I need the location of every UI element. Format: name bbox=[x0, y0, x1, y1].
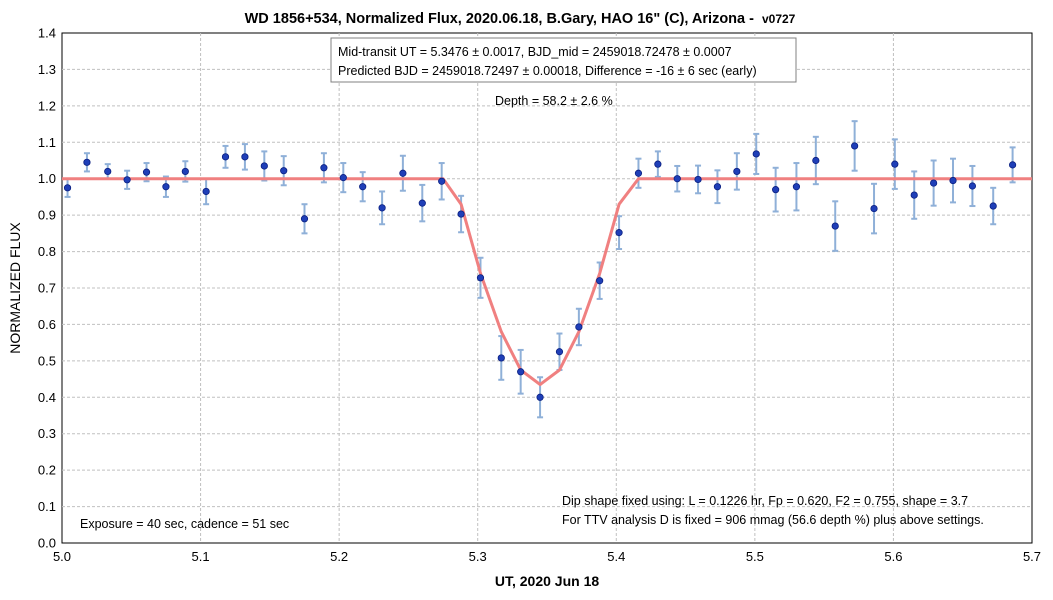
y-tick-label: 0.8 bbox=[38, 244, 56, 259]
data-point bbox=[123, 176, 131, 184]
y-tick-label: 1.3 bbox=[38, 62, 56, 77]
data-point bbox=[752, 150, 760, 158]
y-tick-label: 0.9 bbox=[38, 208, 56, 223]
data-point bbox=[870, 204, 878, 213]
data-point bbox=[673, 175, 681, 183]
data-point bbox=[930, 179, 938, 187]
timing-box bbox=[330, 37, 797, 83]
chart-title-version: v0727 bbox=[762, 12, 796, 26]
y-tick-label: 1.4 bbox=[38, 26, 56, 41]
y-tick-label: 1.0 bbox=[38, 171, 56, 186]
data-point bbox=[891, 160, 899, 168]
data-point bbox=[968, 182, 977, 190]
depth-label: Depth = 58.2 ± 2.6 % bbox=[495, 94, 613, 108]
data-point bbox=[339, 174, 347, 182]
x-tick-label: 5.5 bbox=[746, 549, 764, 564]
x-tick-label: 5.3 bbox=[469, 549, 487, 564]
x-tick-label: 5.1 bbox=[192, 549, 210, 564]
data-point bbox=[457, 210, 465, 218]
data-point bbox=[831, 222, 839, 230]
data-point bbox=[517, 368, 525, 376]
data-point bbox=[476, 274, 485, 282]
y-tick-label: 0.6 bbox=[38, 317, 56, 332]
data-point bbox=[772, 186, 780, 194]
data-point bbox=[910, 191, 918, 199]
y-tick-label: 0.3 bbox=[38, 426, 56, 441]
data-point bbox=[378, 204, 386, 212]
data-point bbox=[300, 215, 309, 223]
x-tick-label: 5.6 bbox=[884, 549, 902, 564]
x-tick-label: 5.0 bbox=[53, 549, 71, 564]
y-tick-labels: 0.0 0.1 0.2 0.3 0.4 0.5 0.6 0.7 0.8 0.9 1.0 1.1 1.2 1… bbox=[38, 26, 56, 551]
dip-shape-line-2: For TTV analysis D is fixed = 906 mmag (… bbox=[562, 513, 984, 527]
data-point bbox=[654, 160, 662, 168]
x-axis-label: UT, 2020 Jun 18 bbox=[495, 573, 599, 589]
data-point bbox=[63, 184, 72, 192]
data-point bbox=[181, 167, 189, 176]
y-tick-label: 0.7 bbox=[38, 281, 56, 296]
y-tick-label: 1.1 bbox=[38, 135, 56, 150]
data-point bbox=[596, 277, 604, 285]
y-tick-label: 0.1 bbox=[38, 499, 56, 514]
data-point bbox=[1008, 161, 1017, 169]
y-axis-label: NORMALIZED FLUX bbox=[7, 222, 23, 354]
data-point bbox=[280, 167, 288, 175]
data-point bbox=[694, 175, 702, 184]
data-point bbox=[733, 167, 741, 176]
chart-title-main: WD 1856+534, Normalized Flux, 2020.06.18… bbox=[245, 11, 754, 27]
data-point bbox=[202, 187, 210, 196]
x-tick-labels: 5.0 5.1 5.2 5.3 5.4 5.5 5.6 5.7 bbox=[53, 549, 1041, 564]
data-point bbox=[83, 158, 91, 166]
data-point bbox=[497, 354, 505, 362]
data-point bbox=[575, 323, 583, 331]
y-tick-label: 0.4 bbox=[38, 390, 56, 405]
data-point bbox=[162, 183, 170, 191]
x-tick-label: 5.4 bbox=[607, 549, 625, 564]
data-point bbox=[989, 202, 997, 210]
y-tick-label: 0.0 bbox=[38, 536, 56, 551]
x-tick-label: 5.2 bbox=[330, 549, 348, 564]
y-tick-label: 0.5 bbox=[38, 353, 56, 368]
data-point bbox=[949, 176, 957, 185]
chart-title: WD 1856+534, Normalized Flux, 2020.06.18… bbox=[245, 11, 796, 27]
timing-box-line-1: Mid-transit UT = 5.3476 ± 0.0017, BJD_mi… bbox=[338, 45, 732, 59]
data-point bbox=[851, 142, 859, 150]
data-point bbox=[221, 153, 230, 161]
y-tick-label: 1.2 bbox=[38, 98, 56, 113]
data-point bbox=[555, 348, 564, 356]
data-point bbox=[615, 229, 623, 237]
dip-shape-line-1: Dip shape fixed using: L = 0.1226 hr, Fp… bbox=[562, 494, 968, 508]
timing-box-line-2: Predicted BJD = 2459018.72497 ± 0.00018,… bbox=[338, 64, 757, 78]
y-tick-label: 0.2 bbox=[38, 463, 56, 478]
data-point bbox=[713, 183, 722, 191]
data-point bbox=[634, 169, 643, 177]
data-point bbox=[812, 156, 820, 165]
data-point bbox=[104, 167, 112, 176]
data-point bbox=[418, 199, 426, 207]
data-point bbox=[142, 168, 151, 176]
data-point bbox=[359, 183, 367, 191]
data-point bbox=[438, 177, 446, 185]
model-line bbox=[62, 177, 1032, 386]
data-point bbox=[260, 162, 268, 170]
data-point bbox=[320, 164, 328, 172]
data-point bbox=[241, 153, 249, 161]
data-points bbox=[63, 142, 1017, 401]
exposure-label: Exposure = 40 sec, cadence = 51 sec bbox=[80, 517, 289, 531]
transit-model bbox=[62, 177, 1032, 386]
data-point bbox=[536, 393, 544, 401]
data-point bbox=[792, 183, 801, 191]
x-tick-label: 5.7 bbox=[1023, 549, 1041, 564]
data-point bbox=[399, 169, 407, 177]
